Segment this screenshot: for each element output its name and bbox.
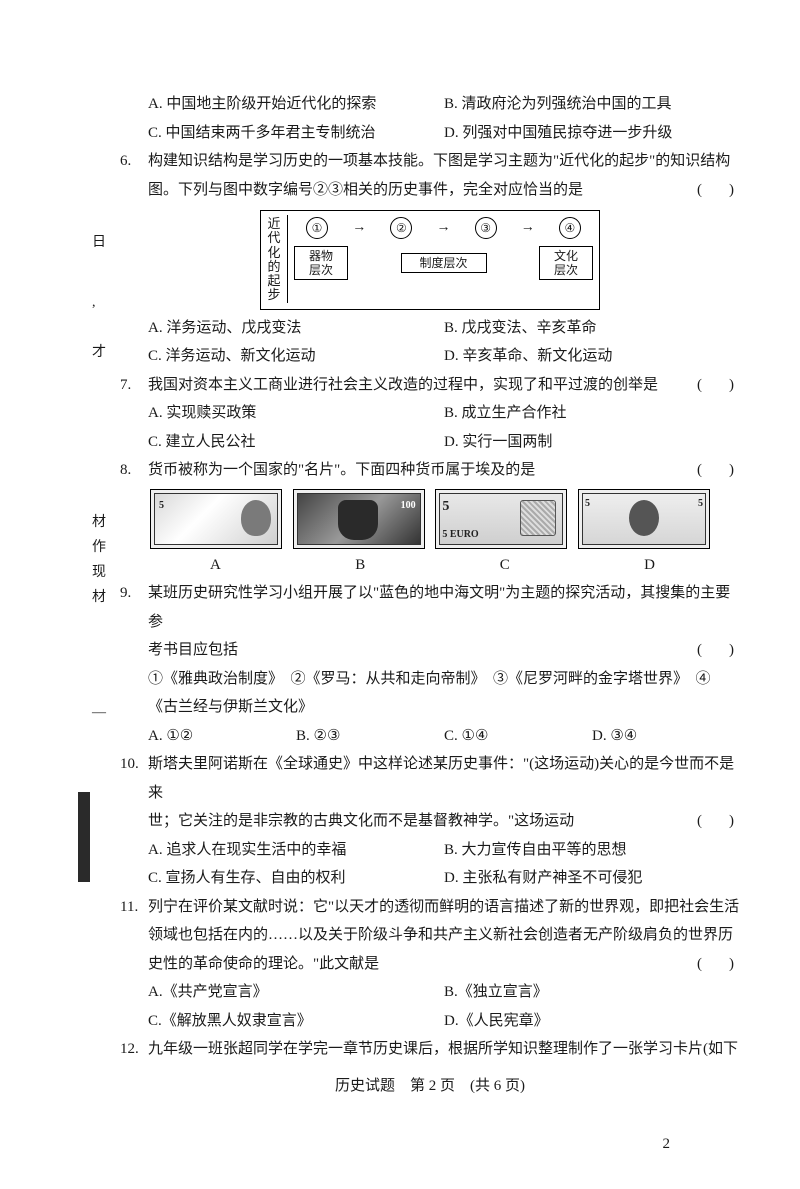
q9-text2: 考书目应包括	[148, 642, 238, 658]
arrow-icon: →	[521, 215, 535, 242]
q6-opt-c: C. 洋务运动、新文化运动	[148, 342, 444, 371]
q6-paren: ( )	[697, 176, 740, 205]
label-d: D	[644, 551, 655, 580]
q9-items: ①《雅典政治制度》 ②《罗马：从共和走向帝制》 ③《尼罗河畔的金字塔世界》 ④《…	[120, 665, 740, 722]
node-1: ①	[306, 217, 328, 239]
q7-paren: ( )	[697, 371, 740, 400]
q11-text1: 列宁在评价某文献时说：它"以天才的透彻而鲜明的语言描述了新的世界观，即把社会生活	[148, 899, 739, 915]
frag: ,	[92, 290, 96, 317]
q11-text2: 领域也包括在内的……以及关于阶级斗争和共产主义新社会创造者无产阶级肩负的世界历	[148, 927, 733, 943]
q10-paren: ( )	[697, 807, 740, 836]
q9: 9. 某班历史研究性学习小组开展了以"蓝色的地中海文明"为主题的探究活动，其搜集…	[120, 579, 740, 665]
q10-opt-c: C. 宣扬人有生存、自由的权利	[148, 864, 444, 893]
page-footer: 历史试题 第 2 页 (共 6 页)	[120, 1072, 740, 1101]
label-a: A	[210, 551, 221, 580]
q7-opt-a: A. 实现赎买政策	[148, 399, 444, 428]
node-2: ②	[390, 217, 412, 239]
q9-opt-a: A. ①②	[148, 722, 296, 751]
q7-options: A. 实现赎买政策 B. 成立生产合作社 C. 建立人民公社 D. 实行一国两制	[120, 399, 740, 456]
frag: 才	[92, 340, 106, 367]
q11-opt-d: D.《人民宪章》	[444, 1007, 740, 1036]
q11-num: 11.	[120, 893, 148, 979]
node-3: ③	[475, 217, 497, 239]
frag: 材	[92, 585, 106, 612]
q10-text2: 世；它关注的是非宗教的古典文化而不是基督教神学。"这场运动	[148, 813, 574, 829]
q11-text3: 史性的革命使命的理论。"此文献是	[148, 956, 379, 972]
level-box-1: 器物层次	[294, 246, 348, 281]
frag: 材	[92, 510, 106, 537]
diagram-vlabel: 近代化的起步	[265, 215, 288, 303]
q6-options: A. 洋务运动、戊戌变法 B. 戊戌变法、辛亥革命 C. 洋务运动、新文化运动 …	[120, 314, 740, 371]
q5-opt-b: B. 清政府沦为列强统治中国的工具	[444, 90, 740, 119]
arrow-icon: →	[352, 215, 366, 242]
q10-opt-a: A. 追求人在现实生活中的幸福	[148, 836, 444, 865]
frag: 现	[92, 560, 106, 587]
q6-opt-b: B. 戊戌变法、辛亥革命	[444, 314, 740, 343]
q6-text1: 构建知识结构是学习历史的一项基本技能。下图是学习主题为"近代化的起步"的知识结构	[148, 153, 730, 169]
q8-text: 货币被称为一个国家的"名片"。下面四种货币属于埃及的是	[148, 462, 535, 478]
scan-shadow	[78, 792, 90, 882]
q12: 12. 九年级一班张超同学在学完一章节历史课后，根据所学知识整理制作了一张学习卡…	[120, 1035, 740, 1064]
bill-a: 5	[150, 489, 282, 549]
label-c: C	[500, 551, 510, 580]
q9-text1: 某班历史研究性学习小组开展了以"蓝色的地中海文明"为主题的探究活动，其搜集的主要…	[148, 585, 730, 630]
q5-opt-a: A. 中国地主阶级开始近代化的探索	[148, 90, 444, 119]
node-4: ④	[559, 217, 581, 239]
q7-opt-b: B. 成立生产合作社	[444, 399, 740, 428]
q10: 10. 斯塔夫里阿诺斯在《全球通史》中这样论述某历史事件："(这场运动)关心的是…	[120, 750, 740, 836]
frag: 作	[92, 535, 106, 562]
q6-opt-a: A. 洋务运动、戊戌变法	[148, 314, 444, 343]
q9-opt-c: C. ①④	[444, 722, 592, 751]
q8-paren: ( )	[697, 456, 740, 485]
currency-labels: A B C D	[120, 551, 740, 580]
q11-opt-c: C.《解放黑人奴隶宣言》	[148, 1007, 444, 1036]
level-box-3: 文化层次	[539, 246, 593, 281]
page-number: 2	[120, 1130, 740, 1159]
label-b: B	[355, 551, 365, 580]
q10-opt-b: B. 大力宣传自由平等的思想	[444, 836, 740, 865]
exam-page: 日 , 才 材 作 现 材 — A. 中国地主阶级开始近代化的探索 B. 清政府…	[0, 0, 800, 1189]
q8: 8. 货币被称为一个国家的"名片"。下面四种货币属于埃及的是 ( )	[120, 456, 740, 485]
bill-b: 100	[293, 489, 425, 549]
q10-options: A. 追求人在现实生活中的幸福 B. 大力宣传自由平等的思想 C. 宣扬人有生存…	[120, 836, 740, 893]
q9-options: A. ①② B. ②③ C. ①④ D. ③④	[120, 722, 740, 751]
q12-text: 九年级一班张超同学在学完一章节历史课后，根据所学知识整理制作了一张学习卡片(如下	[148, 1041, 738, 1057]
q11-opt-a: A.《共产党宣言》	[148, 978, 444, 1007]
bill-d: 5 5	[578, 489, 710, 549]
q6-diagram: 近代化的起步 ① → ② → ③ → ④ 器物层次 制度层次	[260, 210, 600, 310]
q11-paren: ( )	[697, 950, 740, 979]
q9-num: 9.	[120, 579, 148, 665]
q5-options: A. 中国地主阶级开始近代化的探索 B. 清政府沦为列强统治中国的工具 C. 中…	[120, 90, 740, 147]
q7-opt-d: D. 实行一国两制	[444, 428, 740, 457]
q11-options: A.《共产党宣言》 B.《独立宣言》 C.《解放黑人奴隶宣言》 D.《人民宪章》	[120, 978, 740, 1035]
q7-text: 我国对资本主义工商业进行社会主义改造的过程中，实现了和平过渡的创举是	[148, 377, 658, 393]
q5-opt-d: D. 列强对中国殖民掠夺进一步升级	[444, 119, 740, 148]
q11-opt-b: B.《独立宣言》	[444, 978, 740, 1007]
q9-opt-d: D. ③④	[592, 722, 740, 751]
frag: —	[92, 700, 106, 727]
frag: 日	[92, 230, 106, 257]
q7-opt-c: C. 建立人民公社	[148, 428, 444, 457]
q12-num: 12.	[120, 1035, 148, 1064]
q6-opt-d: D. 辛亥革命、新文化运动	[444, 342, 740, 371]
q10-text1: 斯塔夫里阿诺斯在《全球通史》中这样论述某历史事件："(这场运动)关心的是今世而不…	[148, 756, 734, 801]
arrow-icon: →	[436, 215, 450, 242]
bill-c: 5 5 EURO	[435, 489, 567, 549]
q7-num: 7.	[120, 371, 148, 400]
q9-opt-b: B. ②③	[296, 722, 444, 751]
q10-opt-d: D. 主张私有财产神圣不可侵犯	[444, 864, 740, 893]
q11: 11. 列宁在评价某文献时说：它"以天才的透彻而鲜明的语言描述了新的世界观，即把…	[120, 893, 740, 979]
q5-opt-c: C. 中国结束两千多年君主专制统治	[148, 119, 444, 148]
q8-num: 8.	[120, 456, 148, 485]
q6-num: 6.	[120, 147, 148, 204]
q6: 6. 构建知识结构是学习历史的一项基本技能。下图是学习主题为"近代化的起步"的知…	[120, 147, 740, 204]
q6-text2: 图。下列与图中数字编号②③相关的历史事件，完全对应恰当的是	[148, 182, 583, 198]
q7: 7. 我国对资本主义工商业进行社会主义改造的过程中，实现了和平过渡的创举是 ( …	[120, 371, 740, 400]
q10-num: 10.	[120, 750, 148, 836]
q9-paren: ( )	[697, 636, 740, 665]
level-box-2: 制度层次	[401, 253, 487, 273]
currency-row: 5 100 5 5 EURO 5 5	[120, 485, 740, 551]
